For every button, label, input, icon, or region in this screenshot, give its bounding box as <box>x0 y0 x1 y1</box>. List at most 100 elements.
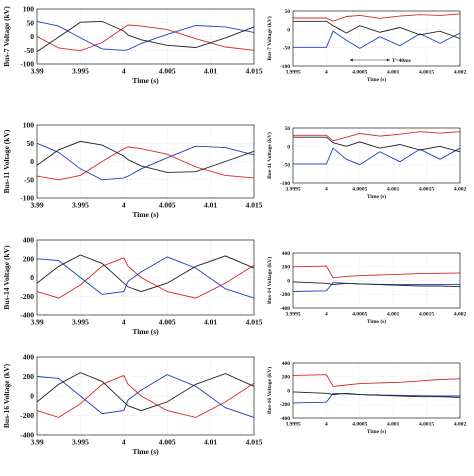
x-tick-label: 3.995 <box>72 438 89 447</box>
chart-1: 3.99 3.995 4 4.005 4.01 4.015 100 50 0 -50 -100 Tim… <box>2 5 263 85</box>
series-line-2 <box>293 147 461 166</box>
plot-frame <box>292 10 461 67</box>
plot-frame <box>36 8 255 65</box>
y-tick-label: -200 <box>20 292 34 301</box>
x-tick-label: 4 <box>325 70 328 76</box>
plot-area <box>293 128 460 183</box>
x-tick-label: 4.0005 <box>352 422 367 428</box>
x-axis-label: Time (s) <box>367 428 386 435</box>
y-tick-label: 0 <box>287 27 290 33</box>
plot-frame <box>292 362 461 419</box>
plot-frame <box>36 239 255 316</box>
series-line-1 <box>36 24 255 52</box>
chart-4: 3.9995 4 4.0005 4.001 4.0015 4.002 50 0 -50 -100 T… <box>266 126 466 200</box>
x-tick-label: 4.005 <box>159 318 176 327</box>
y-tick-label: -400 <box>20 311 34 320</box>
x-tick-label: 3.9995 <box>285 422 300 428</box>
series-line-3 <box>36 20 255 52</box>
x-tick-label: 3.9995 <box>285 187 300 193</box>
series-line-3 <box>292 391 461 398</box>
y-axis-label: Bus-14 Voltage (kV) <box>266 257 273 304</box>
y-tick-label: 0 <box>287 144 290 150</box>
plot-frame <box>36 124 255 199</box>
y-tick-label: 0 <box>287 388 290 394</box>
y-axis-label: Bus-14 Voltage (kV) <box>2 245 11 310</box>
y-axis-label: Bus-7 Voltage (kV) <box>2 6 11 67</box>
y-tick-label: 200 <box>282 375 291 381</box>
y-tick-label: -400 <box>280 416 290 422</box>
x-tick-label: 4 <box>325 312 328 318</box>
x-tick-label: 4.0015 <box>419 187 434 193</box>
y-tick-label: 100 <box>23 5 35 14</box>
x-tick-label: 3.99 <box>30 201 43 210</box>
y-tick-label: -100 <box>20 60 34 69</box>
x-tick-label: 4.01 <box>204 438 217 447</box>
series-line-1 <box>292 265 461 279</box>
y-tick-label: 50 <box>285 9 291 15</box>
series-line-2 <box>36 374 255 418</box>
y-axis-label: Bus-16 Voltage (kV) <box>266 367 273 414</box>
series-line-2 <box>36 20 255 51</box>
y-tick-label: 50 <box>27 18 35 27</box>
series-line-1 <box>36 146 255 181</box>
chart-6: 3.9995 4 4.0005 4.001 4.0015 4.002 400 200 0 -200… <box>266 251 466 325</box>
x-tick-label: 4.0015 <box>419 312 434 318</box>
x-axis-label: Time (s) <box>132 76 159 85</box>
y-tick-label: 0 <box>287 278 290 284</box>
x-tick-label: 4 <box>122 318 126 327</box>
series-line-1 <box>293 13 461 22</box>
y-tick-label: -100 <box>20 194 34 203</box>
plot-frame <box>36 356 255 436</box>
chart-2: 3.9995 4 4.0005 4.001 4.0015 4.002 50 0 -50 -100 T… <box>266 9 466 83</box>
x-tick-label: 4.002 <box>454 312 467 318</box>
x-tick-label: 4.015 <box>246 67 263 76</box>
x-axis-label: Time (s) <box>132 447 159 456</box>
plot-frame <box>292 127 461 184</box>
y-tick-label: 0 <box>30 32 34 41</box>
x-axis-label: Time (s) <box>132 327 159 336</box>
y-tick-label: -100 <box>280 181 290 187</box>
y-tick-label: 50 <box>27 139 35 148</box>
x-tick-label: 4.0005 <box>352 187 367 193</box>
series-line-3 <box>36 140 255 173</box>
x-tick-label: 4 <box>325 422 328 428</box>
x-tick-label: 4 <box>122 67 126 76</box>
y-tick-label: 0 <box>30 273 34 282</box>
chart-7: 3.99 3.995 4 4.005 4.01 4.015 400 200 0 -200 -400 T… <box>2 353 263 456</box>
y-tick-label: -50 <box>24 175 34 184</box>
y-tick-label: 0 <box>30 392 34 401</box>
x-tick-label: 4.0015 <box>419 422 434 428</box>
x-tick-label: 4.015 <box>246 318 263 327</box>
x-tick-label: 4.0015 <box>419 70 434 76</box>
y-tick-label: -200 <box>20 411 34 420</box>
y-tick-label: 400 <box>23 236 35 245</box>
x-tick-label: 4.005 <box>159 201 176 210</box>
x-tick-label: 4.0005 <box>352 312 367 318</box>
x-tick-label: 4.001 <box>387 312 400 318</box>
y-tick-label: 200 <box>23 254 35 263</box>
x-tick-label: 4 <box>122 201 126 210</box>
series-line-2 <box>293 30 461 49</box>
x-tick-label: 4.001 <box>387 187 400 193</box>
annotation-arrowhead-left <box>349 58 353 62</box>
x-axis-label: Time (s) <box>367 318 386 325</box>
annotation-arrowhead-right <box>386 58 390 62</box>
y-axis-label: Bus-7 Voltage (kV) <box>266 16 273 60</box>
x-tick-label: 4.0005 <box>352 70 367 76</box>
x-tick-label: 4.015 <box>246 201 263 210</box>
x-tick-label: 3.9995 <box>285 70 300 76</box>
x-tick-label: 4.002 <box>454 187 467 193</box>
y-tick-label: -400 <box>280 306 290 312</box>
y-tick-label: 200 <box>23 372 35 381</box>
y-tick-label: 50 <box>285 126 291 132</box>
y-tick-label: 0 <box>30 157 34 166</box>
x-tick-label: 4.002 <box>454 422 467 428</box>
x-tick-label: 3.99 <box>30 67 43 76</box>
x-tick-label: 4.001 <box>387 422 400 428</box>
chart-5: 3.99 3.995 4 4.005 4.01 4.015 400 200 0 -200 -400 T… <box>2 236 263 336</box>
series-line-1 <box>292 374 461 387</box>
series-line-2 <box>36 256 255 299</box>
x-tick-label: 4.01 <box>204 67 217 76</box>
x-tick-label: 4 <box>122 438 126 447</box>
